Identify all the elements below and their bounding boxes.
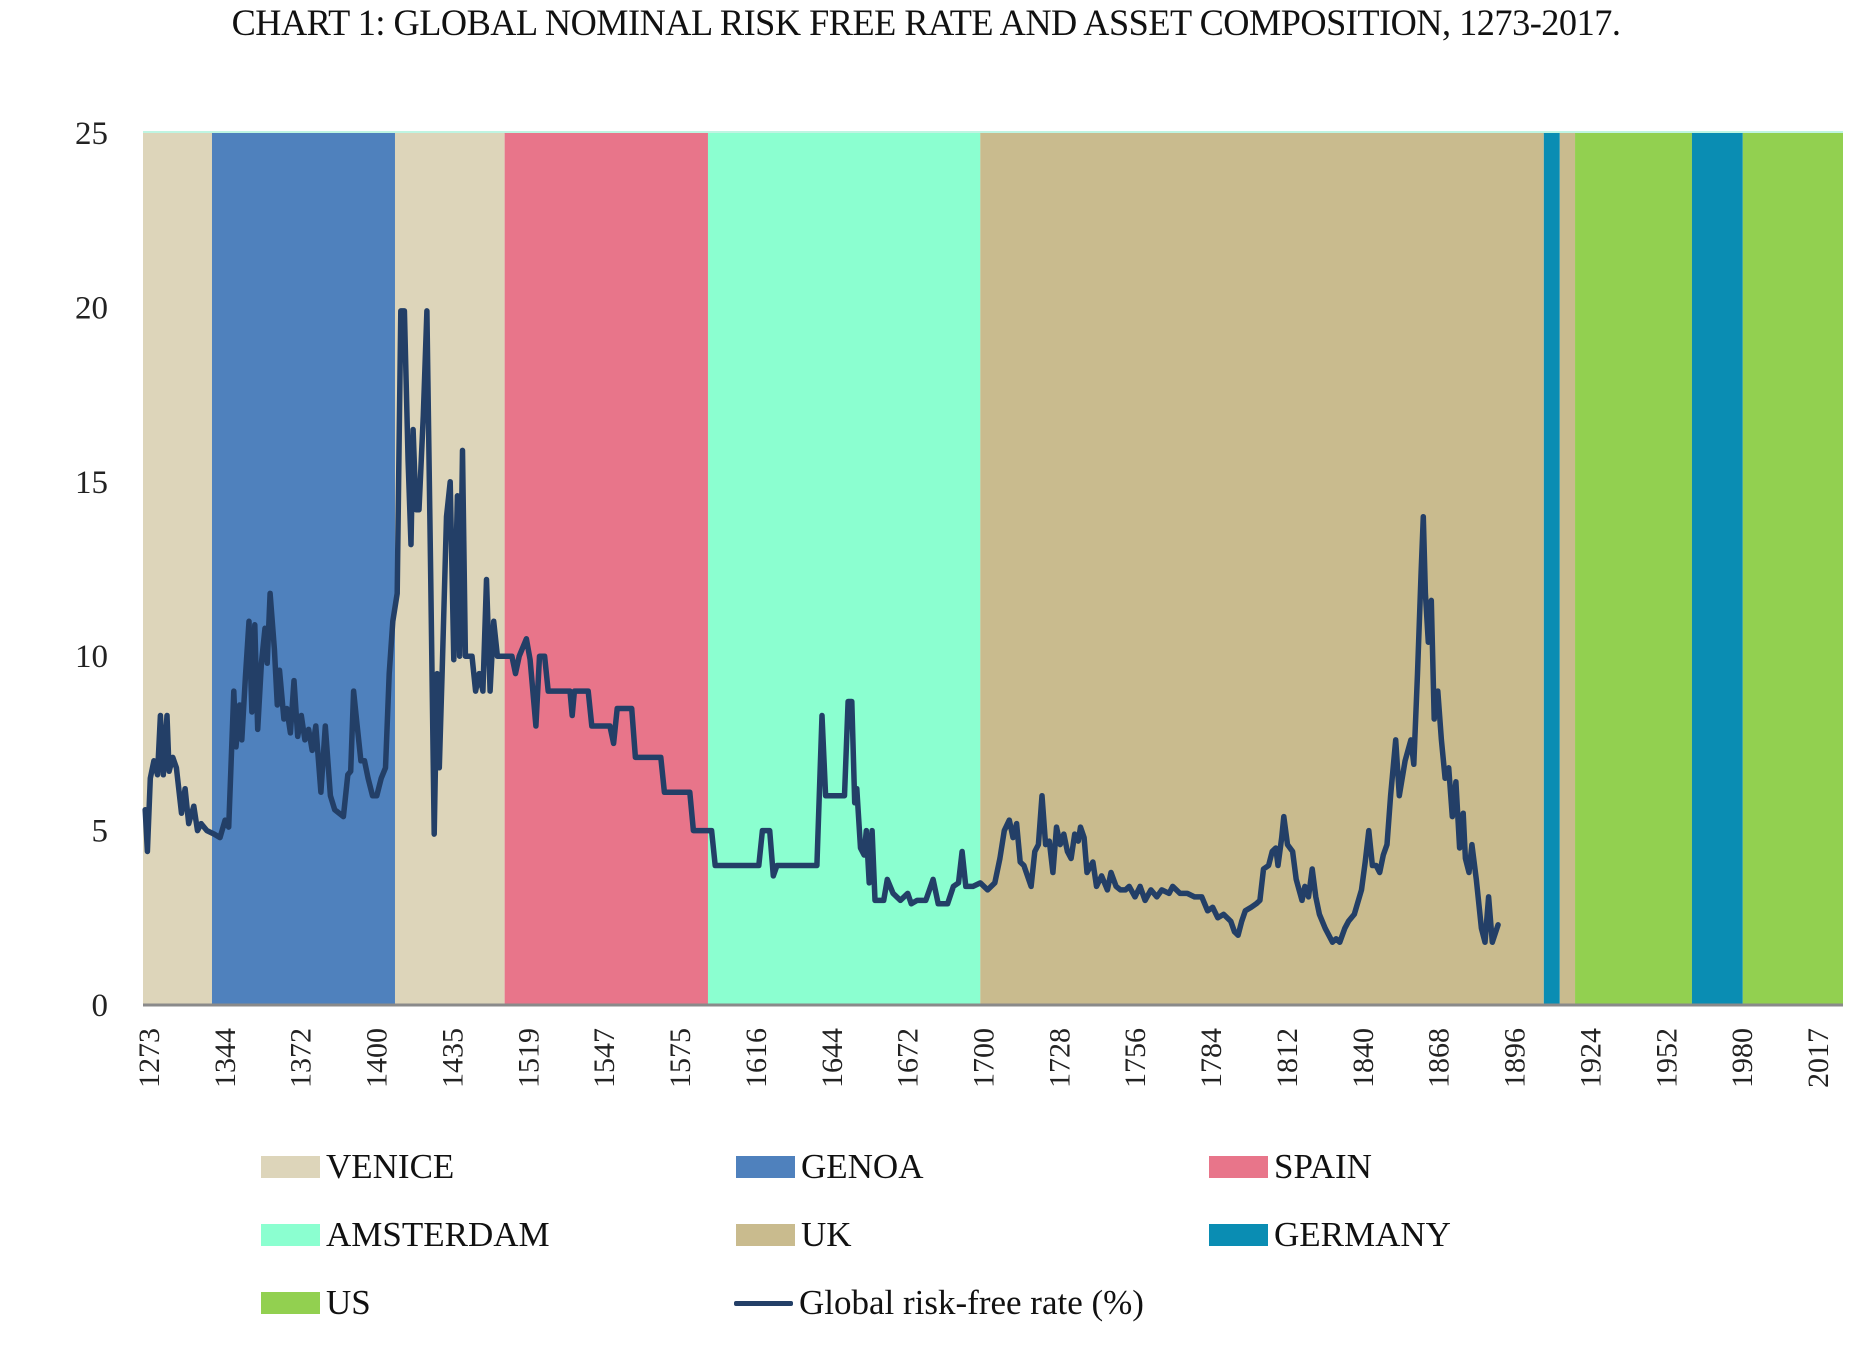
x-tick-label: 1868 bbox=[1423, 1028, 1456, 1088]
regime-band-germany bbox=[1691, 133, 1743, 1005]
x-axis-ticks: 1273 1344 1372 1400 1435 1519 1547 1575 1616 1644… bbox=[133, 1028, 1835, 1088]
x-tick-label: 1672 bbox=[892, 1028, 925, 1088]
x-tick-label: 1519 bbox=[512, 1028, 545, 1088]
regime-band-venice bbox=[143, 133, 212, 1005]
x-tick-label: 1784 bbox=[1195, 1028, 1228, 1088]
x-tick-label: 1575 bbox=[664, 1028, 697, 1088]
y-tick-label: 25 bbox=[75, 116, 108, 152]
y-tick-label: 5 bbox=[92, 814, 109, 850]
x-tick-label: 1924 bbox=[1574, 1028, 1607, 1088]
regime-band-uk bbox=[980, 133, 1544, 1005]
x-tick-label: 1952 bbox=[1650, 1028, 1683, 1088]
x-tick-label: 1756 bbox=[1119, 1028, 1152, 1088]
x-tick-label: 1980 bbox=[1726, 1028, 1759, 1088]
chart-title: CHART 1: GLOBAL NOMINAL RISK FREE RATE A… bbox=[231, 3, 1621, 44]
x-tick-label: 1700 bbox=[968, 1028, 1001, 1088]
y-tick-label: 0 bbox=[92, 988, 109, 1024]
y-tick-label: 20 bbox=[75, 290, 108, 326]
y-tick-label: 15 bbox=[75, 465, 108, 501]
regime-band-amsterdam bbox=[707, 133, 981, 1005]
x-tick-label: 1344 bbox=[209, 1028, 242, 1088]
x-tick-label: 1896 bbox=[1499, 1028, 1532, 1088]
y-tick-label: 10 bbox=[75, 639, 108, 675]
x-tick-label: 1400 bbox=[361, 1028, 394, 1088]
regime-bands bbox=[143, 131, 1843, 1005]
x-tick-label: 2017 bbox=[1802, 1028, 1835, 1088]
series-line-global-risk-free-rate bbox=[142, 308, 1501, 945]
x-tick-label: 1644 bbox=[816, 1028, 849, 1088]
risk-free-rate-series bbox=[142, 308, 1501, 945]
y-axis-ticks: 0 5 10 15 20 25 bbox=[75, 116, 108, 1024]
x-tick-label: 1616 bbox=[740, 1028, 773, 1088]
x-tick-label: 1273 bbox=[133, 1028, 166, 1088]
regime-band-genoa bbox=[211, 133, 395, 1005]
x-tick-label: 1372 bbox=[285, 1028, 318, 1088]
x-tick-label: 1840 bbox=[1347, 1028, 1380, 1088]
regime-band-uk bbox=[1559, 133, 1576, 1005]
top-edge-strip bbox=[143, 131, 1843, 134]
x-tick-label: 1812 bbox=[1271, 1028, 1304, 1088]
x-tick-label: 1728 bbox=[1043, 1028, 1076, 1088]
regime-band-us bbox=[1742, 133, 1843, 1005]
x-tick-label: 1547 bbox=[588, 1028, 621, 1088]
regime-band-us bbox=[1575, 133, 1692, 1005]
regime-band-spain bbox=[504, 133, 708, 1005]
regime-band-germany bbox=[1543, 133, 1560, 1005]
x-tick-label: 1435 bbox=[436, 1028, 469, 1088]
